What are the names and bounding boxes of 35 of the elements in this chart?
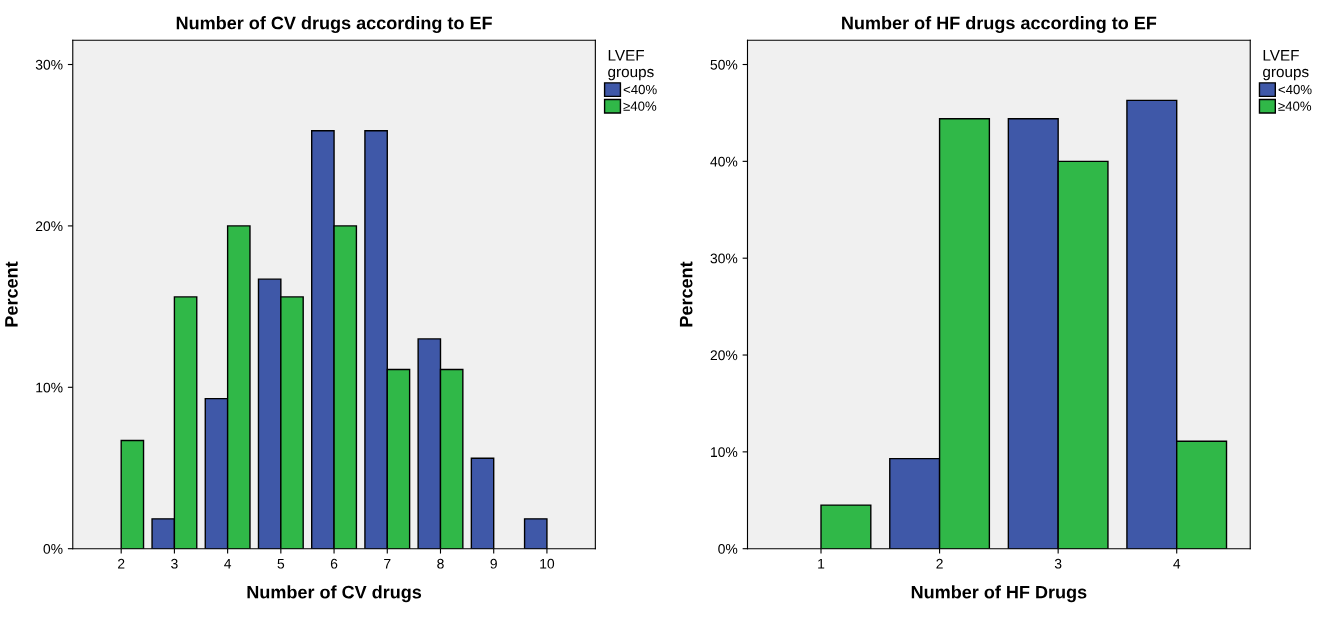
x-tick-label: 10 <box>540 558 555 569</box>
y-tick-label: 10% <box>36 382 63 393</box>
legend-label: ≥40% <box>623 101 657 111</box>
legend-title: LVEF groups <box>608 50 654 81</box>
y-tick-label: 50% <box>710 59 738 70</box>
x-tick-label: 8 <box>437 558 444 569</box>
x-tick-label: 3 <box>171 558 178 569</box>
x-tick-label: 2 <box>936 558 943 569</box>
y-axis-title: Percent <box>679 261 693 327</box>
x-tick-label: 4 <box>1173 558 1181 569</box>
x-axis-title: Number of CV drugs <box>247 585 422 603</box>
y-tick-label: 0% <box>718 544 738 554</box>
legend-label: <40% <box>623 84 657 95</box>
y-tick-label: 0% <box>43 544 63 554</box>
y-tick-label: 40% <box>710 156 738 167</box>
y-tick-label: 30% <box>710 253 738 264</box>
y-axis-title: Percent <box>5 261 18 327</box>
x-tick-label: 3 <box>1054 558 1062 569</box>
x-axis-title: Number of HF Drugs <box>911 585 1087 603</box>
legend-label: <40% <box>1278 84 1312 95</box>
chart-title: Number of CV drugs according to EF <box>176 16 492 34</box>
legend-label: ≥40% <box>1278 101 1312 111</box>
x-tick-label: 9 <box>490 558 497 569</box>
x-tick-label: 2 <box>118 558 125 569</box>
x-tick-label: 6 <box>330 558 338 569</box>
x-tick-label: 7 <box>384 558 391 569</box>
x-tick-label: 5 <box>277 558 285 569</box>
chart-title: Number of HF drugs according to EF <box>842 16 1157 34</box>
y-tick-label: 30% <box>35 59 63 70</box>
y-tick-label: 10% <box>711 447 738 458</box>
y-tick-label: 20% <box>35 221 63 232</box>
x-tick-label: 4 <box>224 558 232 569</box>
y-tick-label: 20% <box>710 350 738 361</box>
legend-title: LVEF groups <box>1263 50 1309 81</box>
x-tick-label: 1 <box>818 558 825 569</box>
